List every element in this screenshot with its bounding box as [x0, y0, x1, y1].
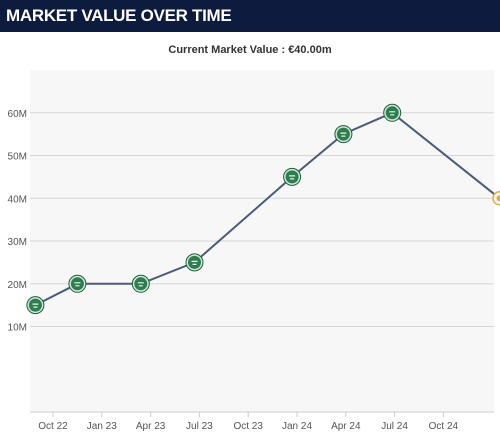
- y-tick-label: 10M: [8, 323, 27, 334]
- data-point: [131, 274, 150, 293]
- crest-emblem: [134, 277, 148, 291]
- x-tick-label: Oct 22: [38, 421, 68, 432]
- chart-subtitle: Current Market Value : €40.00m: [168, 44, 332, 56]
- crest-detail: [340, 132, 347, 137]
- crest-detail: [74, 282, 81, 287]
- data-point: [26, 296, 45, 315]
- x-tick-label: Jul 23: [186, 421, 213, 432]
- crest-emblem: [70, 277, 84, 291]
- x-tick-label: Jul 24: [381, 421, 408, 432]
- data-point: [334, 125, 353, 144]
- y-tick-label: 20M: [8, 280, 27, 291]
- data-point: [383, 103, 402, 122]
- crest-emblem: [496, 195, 500, 202]
- crest-detail: [191, 260, 198, 265]
- x-axis-ticks: Oct 22 Jan 23 Apr 23 Jul 23 Oct 23 Jan 24 Apr …: [38, 412, 459, 432]
- y-tick-label: 40M: [8, 194, 27, 205]
- x-tick-label: Oct 23: [233, 421, 263, 432]
- data-point: [492, 191, 500, 206]
- crest-detail: [32, 303, 39, 308]
- data-point: [68, 274, 87, 293]
- crest-detail: [137, 282, 144, 287]
- x-tick-label: Jan 23: [87, 421, 117, 432]
- crest-emblem: [28, 298, 42, 312]
- section-header: MARKET VALUE OVER TIME: [0, 0, 500, 32]
- y-tick-label: 30M: [8, 237, 27, 248]
- data-points: [26, 103, 500, 315]
- data-point: [283, 167, 302, 186]
- crest-detail: [389, 111, 396, 116]
- y-axis-ticks: 10M 20M 30M 40M 50M 60M: [8, 109, 27, 334]
- y-tick-label: 50M: [8, 152, 27, 163]
- x-tick-label: Apr 24: [331, 421, 361, 432]
- crest-emblem: [385, 106, 399, 120]
- x-tick-label: Jan 24: [282, 421, 312, 432]
- crest-detail: [289, 175, 296, 180]
- section-title: MARKET VALUE OVER TIME: [6, 6, 232, 25]
- crest-emblem: [336, 127, 350, 141]
- x-tick-label: Apr 23: [136, 421, 166, 432]
- grid-lines: [30, 112, 494, 413]
- crest-emblem: [188, 255, 201, 269]
- x-tick-label: Oct 24: [429, 421, 459, 432]
- y-tick-label: 60M: [8, 109, 27, 120]
- data-point: [185, 253, 204, 272]
- crest-emblem: [285, 170, 299, 184]
